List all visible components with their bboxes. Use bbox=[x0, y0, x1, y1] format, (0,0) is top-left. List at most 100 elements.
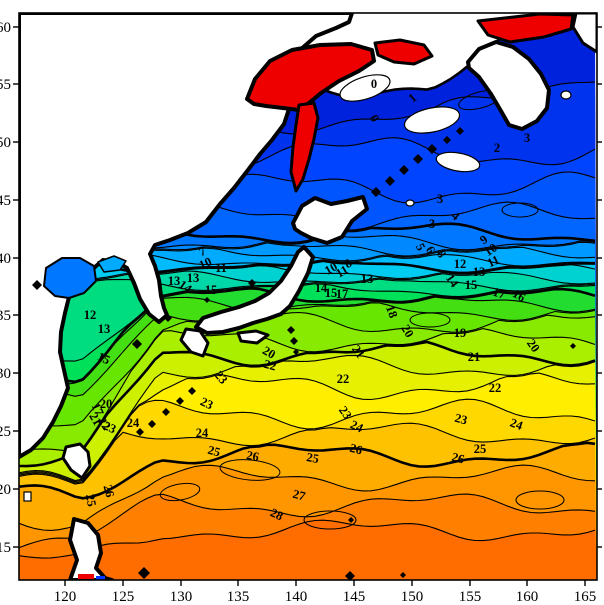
island-diamond bbox=[400, 572, 406, 578]
x-tick-label: 155 bbox=[459, 589, 482, 605]
x-tick-label: 135 bbox=[227, 589, 250, 605]
contour-label-17C: 17 bbox=[336, 287, 349, 301]
land-taiwan bbox=[61, 442, 92, 480]
contour-label-11C: 11 bbox=[485, 253, 502, 271]
island-diamond bbox=[32, 280, 42, 290]
contour-label-22C: 22 bbox=[262, 357, 278, 374]
contour-label-7C: 7 bbox=[197, 244, 209, 259]
ice-penzhina-ice bbox=[476, 13, 575, 44]
contour-label-22C: 22 bbox=[337, 372, 350, 386]
contour-label-13C: 13 bbox=[98, 322, 111, 336]
land-kamchatka bbox=[466, 40, 551, 131]
contour-label-24C: 24 bbox=[127, 416, 140, 430]
y-tick-label: 50 bbox=[0, 135, 11, 151]
contour-label-20C: 20 bbox=[100, 397, 113, 411]
contour-label-17C: 17 bbox=[89, 401, 107, 418]
minor-contour-loop bbox=[409, 312, 451, 328]
x-tick-label: 150 bbox=[401, 589, 424, 605]
contour-label-2C: 2 bbox=[494, 141, 500, 155]
contour-label-26C: 26 bbox=[245, 448, 260, 464]
y-tick-label: 45 bbox=[0, 193, 11, 209]
axes: 1201251301351401451501551601656055504540… bbox=[0, 12, 602, 605]
contour-label-15C: 15 bbox=[465, 278, 478, 292]
contour-label-20C: 20 bbox=[260, 343, 278, 361]
island-diamond bbox=[443, 136, 451, 144]
minor-contour-loop bbox=[159, 482, 201, 502]
minor-contour-loop bbox=[515, 490, 565, 510]
contour-label-18C: 18 bbox=[383, 303, 400, 320]
island-diamond bbox=[371, 187, 381, 197]
sub-zero-patch bbox=[405, 199, 415, 207]
x-tick-label: 160 bbox=[516, 589, 539, 605]
contour-label-17C: 17 bbox=[491, 285, 507, 302]
luzon-blue-speck bbox=[96, 576, 105, 580]
island-diamond bbox=[348, 517, 354, 523]
isotherm-25C bbox=[19, 441, 596, 500]
contour-label-0C: 0 bbox=[367, 113, 382, 125]
contour-label-25C: 25 bbox=[305, 450, 320, 466]
land-layer bbox=[19, 13, 597, 580]
y-tick-label: 15 bbox=[0, 540, 11, 556]
minor-contour-loop bbox=[303, 510, 357, 530]
contour-label-12C: 12 bbox=[84, 308, 97, 322]
ice-okhotsk-ice bbox=[245, 42, 376, 112]
isotherm-26C bbox=[19, 464, 596, 531]
island-diamond bbox=[570, 343, 576, 349]
contour-label-28C: 28 bbox=[268, 505, 285, 523]
island-diamond bbox=[132, 339, 142, 349]
contour-label-27C: 27 bbox=[291, 487, 307, 504]
contour-label-25C: 25 bbox=[83, 493, 99, 508]
contour-label-25C: 25 bbox=[206, 443, 222, 460]
isotherm-24C bbox=[19, 422, 596, 485]
contour-label-19C: 19 bbox=[454, 326, 467, 340]
contour-label-20C: 20 bbox=[398, 322, 416, 340]
tiny-island-outline bbox=[23, 491, 32, 502]
x-tick-label: 130 bbox=[170, 589, 193, 605]
island-diamond bbox=[248, 279, 256, 287]
contour-label-22C: 22 bbox=[489, 381, 502, 395]
island-diamond bbox=[188, 387, 196, 395]
y-tick-label: 60 bbox=[0, 20, 11, 36]
island-diamond bbox=[176, 397, 184, 405]
y-tick-label: 25 bbox=[0, 424, 11, 440]
isotherm-18C bbox=[19, 311, 596, 427]
island-diamond bbox=[413, 154, 423, 164]
bay-bohai-sea bbox=[43, 257, 97, 299]
contour-label-15C: 15 bbox=[205, 283, 218, 297]
isotherm-27C bbox=[19, 493, 596, 549]
sub-zero-patch bbox=[435, 151, 481, 173]
isotherm-13C bbox=[19, 278, 596, 292]
island-diamond bbox=[290, 337, 298, 345]
isotherm-12C bbox=[19, 270, 596, 285]
isotherm-15C bbox=[19, 286, 596, 384]
y-tick-label: 30 bbox=[0, 366, 11, 382]
contour-label-21C: 21 bbox=[468, 350, 481, 364]
contour-label-3C: 3 bbox=[429, 217, 435, 231]
contour-label-13C: 13 bbox=[168, 274, 181, 288]
island-diamond bbox=[148, 420, 156, 428]
contour-label-10C: 10 bbox=[197, 254, 214, 272]
contour-label-15C: 15 bbox=[95, 349, 112, 367]
plot-frame bbox=[18, 12, 598, 581]
isotherm-16C bbox=[19, 296, 596, 394]
x-tick-label: 165 bbox=[574, 589, 597, 605]
isotherm-20C bbox=[19, 340, 596, 468]
contour-label-3C: 3 bbox=[524, 131, 530, 145]
x-tick-label: 125 bbox=[112, 589, 135, 605]
contour-label-24C: 24 bbox=[196, 426, 209, 440]
isotherm-23C bbox=[19, 398, 596, 484]
contour-label-15C: 15 bbox=[325, 286, 338, 300]
island-diamond bbox=[345, 571, 355, 580]
land-kyushu bbox=[179, 327, 210, 358]
minor-contour-loop bbox=[501, 202, 539, 218]
island-diamond bbox=[204, 297, 210, 303]
x-tick-label: 140 bbox=[285, 589, 308, 605]
land-ne-corner-land bbox=[571, 13, 597, 54]
ice-shelikhov-ice bbox=[373, 38, 434, 66]
land-honshu bbox=[194, 245, 315, 335]
land-shikoku bbox=[236, 329, 270, 345]
contour-label-26C: 26 bbox=[100, 483, 117, 499]
island-diamond bbox=[456, 127, 464, 135]
